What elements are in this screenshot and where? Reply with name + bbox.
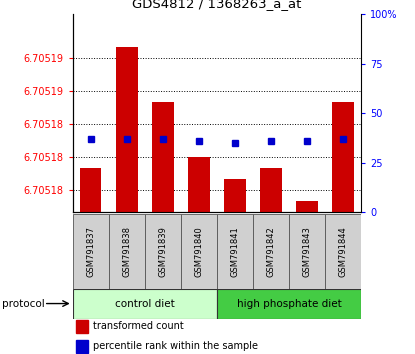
Bar [76,340,88,353]
Bar [152,102,173,212]
Bar [289,214,325,289]
Bar [253,214,289,289]
Text: GSM791843: GSM791843 [303,226,312,277]
Bar [224,179,246,212]
Bar [76,320,88,333]
Bar [80,169,101,212]
Bar [188,157,210,212]
Text: control diet: control diet [115,298,175,309]
Bar [145,214,181,289]
Title: GDS4812 / 1368263_a_at: GDS4812 / 1368263_a_at [132,0,302,10]
Bar [181,214,217,289]
Text: GSM791837: GSM791837 [86,226,95,277]
Text: GSM791840: GSM791840 [194,226,203,277]
Text: GSM791842: GSM791842 [266,226,276,277]
Bar [332,102,354,212]
Text: GSM791839: GSM791839 [158,226,167,277]
Bar [73,214,109,289]
Bar [116,47,137,212]
Bar [217,214,253,289]
Text: high phosphate diet: high phosphate diet [237,298,341,309]
Text: GSM791841: GSM791841 [230,226,239,277]
Bar [73,289,217,319]
Bar [260,169,282,212]
Text: GSM791844: GSM791844 [339,226,347,277]
Bar [217,289,361,319]
Bar [325,214,361,289]
Text: protocol: protocol [2,298,45,309]
Text: GSM791838: GSM791838 [122,226,131,277]
Bar [109,214,145,289]
Text: percentile rank within the sample: percentile rank within the sample [93,341,258,351]
Text: transformed count: transformed count [93,321,183,331]
Bar [296,201,318,212]
